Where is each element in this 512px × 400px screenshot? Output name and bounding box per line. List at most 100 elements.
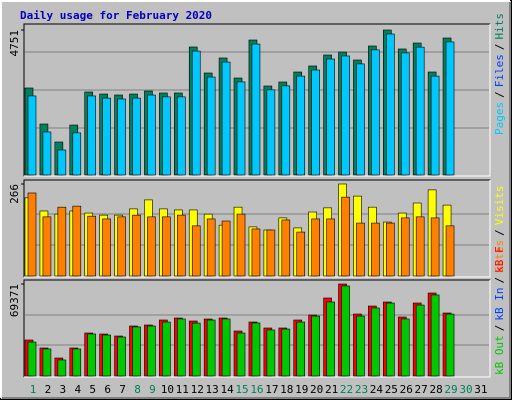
x-tick-label: 26 — [400, 383, 413, 396]
bar — [162, 216, 171, 277]
bar — [57, 359, 67, 377]
y-tick-label: 4751 — [8, 30, 21, 57]
bar — [415, 46, 425, 176]
x-tick-label: 29 — [444, 383, 457, 396]
bar — [72, 132, 82, 176]
legend-entry: Files — [493, 54, 506, 87]
bar — [236, 81, 246, 176]
x-tick-label: 24 — [370, 383, 384, 396]
x-tick-label: 21 — [325, 383, 338, 396]
x-tick-label: 16 — [250, 383, 263, 396]
bar — [266, 229, 276, 277]
x-tick-label: 7 — [119, 383, 126, 396]
bar — [296, 75, 306, 176]
bar — [162, 96, 171, 176]
x-tick-label: 27 — [415, 383, 428, 396]
x-tick-label: 13 — [206, 383, 219, 396]
bar — [102, 334, 111, 377]
x-tick-label: 22 — [340, 383, 353, 396]
bar — [206, 319, 216, 377]
bar — [147, 325, 156, 377]
legend-entry: Hits — [493, 13, 506, 40]
legend-separator: / — [493, 91, 506, 98]
legend-separator: / — [493, 325, 506, 332]
bar — [27, 192, 37, 277]
bevel — [23, 179, 490, 277]
bevel — [23, 279, 490, 377]
bar — [147, 216, 156, 277]
bar — [206, 218, 216, 277]
bar — [326, 58, 335, 176]
bar — [341, 196, 350, 277]
x-tick-label: 9 — [149, 383, 156, 396]
legend-entry: Visits — [493, 186, 506, 226]
bar — [281, 85, 291, 176]
bar — [102, 218, 111, 277]
bar — [400, 318, 410, 377]
bar — [236, 213, 246, 277]
bar — [415, 216, 425, 277]
bar — [311, 315, 320, 377]
bar — [400, 52, 410, 176]
bar — [236, 332, 246, 377]
bar — [177, 318, 186, 377]
bar — [162, 321, 171, 377]
legend-separator: / — [493, 277, 506, 284]
bar — [445, 313, 455, 377]
bar — [221, 318, 231, 377]
x-tick-label: 20 — [310, 383, 323, 396]
x-tick-label: 17 — [265, 383, 278, 396]
bar — [341, 285, 350, 377]
x-tick-label: 2 — [45, 383, 52, 396]
x-tick-label: 10 — [161, 383, 174, 396]
bar — [221, 220, 231, 277]
bevel — [24, 280, 491, 378]
bar — [386, 33, 395, 176]
bar — [27, 95, 37, 176]
bar — [191, 50, 201, 176]
bar — [177, 214, 186, 277]
bar — [445, 41, 455, 176]
bar — [371, 307, 380, 377]
bar — [400, 217, 410, 277]
bar — [430, 75, 440, 176]
bar — [266, 329, 276, 377]
bar — [87, 333, 97, 377]
bar — [147, 94, 156, 176]
bevel — [24, 24, 491, 177]
bar — [281, 219, 291, 277]
bar — [415, 304, 425, 377]
x-tick-label: 8 — [134, 383, 141, 396]
legend-entry: kB Out — [493, 335, 506, 375]
x-tick-label: 12 — [191, 383, 204, 396]
bar — [430, 217, 440, 277]
legend: Pages / Files / Hits — [493, 13, 506, 135]
x-tick-label: 30 — [459, 383, 472, 396]
bar — [251, 322, 261, 377]
x-tick-label: 18 — [280, 383, 293, 396]
bar — [42, 348, 52, 377]
chart-title: Daily usage for February 2020 — [20, 9, 212, 22]
bar — [356, 315, 365, 377]
bar — [87, 215, 97, 277]
bar — [386, 302, 395, 377]
bar — [132, 214, 141, 277]
bar — [132, 97, 141, 176]
legend-entry: Sites — [493, 240, 506, 273]
bar — [311, 218, 320, 277]
bar — [42, 131, 52, 176]
bevel — [23, 23, 490, 176]
bar — [326, 301, 335, 377]
bevel — [24, 180, 491, 278]
bar — [356, 63, 365, 176]
x-tick-label: 14 — [220, 383, 234, 396]
bar — [27, 341, 37, 377]
bar — [430, 294, 440, 377]
x-tick-label: 4 — [74, 383, 81, 396]
bar — [191, 322, 201, 377]
x-tick-label: 6 — [104, 383, 111, 396]
bar — [311, 69, 320, 176]
bar — [117, 336, 126, 377]
